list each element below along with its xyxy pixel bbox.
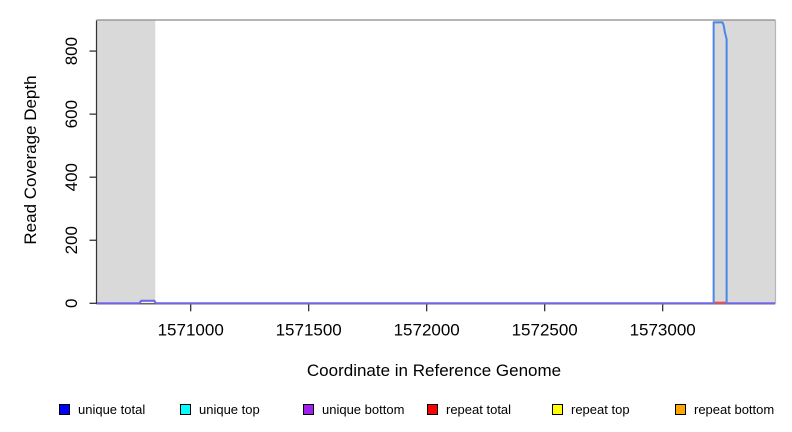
legend-item-repeat-bottom: repeat bottom — [675, 402, 774, 417]
x-tick-label: 1573000 — [630, 321, 696, 340]
legend-swatch-unique-bottom — [303, 404, 314, 415]
legend-swatch-repeat-total — [427, 404, 438, 415]
legend-swatch-unique-top — [180, 404, 191, 415]
legend-label: unique bottom — [322, 402, 405, 417]
shaded-region-right — [712, 20, 775, 303]
legend-item-unique-top: unique top — [180, 402, 260, 417]
x-axis-title: Coordinate in Reference Genome — [306, 361, 562, 380]
y-tick-label: 400 — [62, 163, 81, 191]
legend-label: unique top — [199, 402, 260, 417]
legend-swatch-repeat-top — [552, 404, 563, 415]
x-tick-label: 1572000 — [394, 321, 460, 340]
series-coverage-baseline — [97, 299, 775, 305]
legend-swatch-repeat-bottom — [675, 404, 686, 415]
legend-item-unique-total: unique total — [59, 402, 145, 417]
legend-label: repeat top — [571, 402, 630, 417]
y-axis-title: Read Coverage Depth — [21, 75, 40, 245]
x-tick-label: 1571500 — [276, 321, 342, 340]
series-unique-coverage-spike — [712, 21, 728, 304]
legend-label: repeat total — [446, 402, 512, 417]
legend-swatch-unique-total — [59, 404, 70, 415]
shaded-region-left — [97, 20, 156, 303]
x-tick-label: 1571000 — [158, 321, 224, 340]
y-tick-label: 0 — [62, 299, 81, 308]
legend-item-repeat-top: repeat top — [552, 402, 630, 417]
y-tick-label: 800 — [62, 37, 81, 65]
y-tick-label: 200 — [62, 226, 81, 254]
legend-label: unique total — [78, 402, 146, 417]
x-tick-label: 1572500 — [512, 321, 578, 340]
legend-label: repeat bottom — [694, 402, 775, 417]
legend-item-unique-bottom: unique bottom — [303, 402, 404, 417]
legend-item-repeat-total: repeat total — [427, 402, 511, 417]
y-tick-label: 600 — [62, 100, 81, 128]
